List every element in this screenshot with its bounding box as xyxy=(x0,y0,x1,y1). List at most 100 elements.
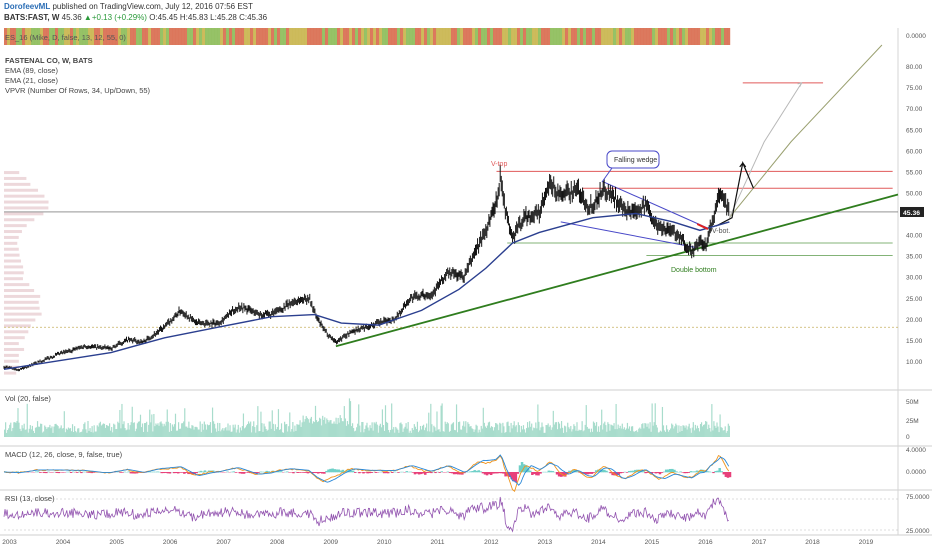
volume-bar xyxy=(409,430,411,437)
volume-bar xyxy=(101,424,104,437)
macd-legend[interactable]: MACD (12, 26, close, 9, false, true) xyxy=(5,450,123,459)
volume-bar xyxy=(153,413,155,437)
volume-bar xyxy=(113,423,115,437)
es-strip-cell xyxy=(607,28,611,45)
volume-bar xyxy=(97,426,99,437)
volume-bar xyxy=(244,427,247,437)
volume-bar xyxy=(383,430,386,437)
macd-hist-bar xyxy=(277,471,281,473)
volume-bar xyxy=(674,426,676,437)
macd-hist-bar xyxy=(537,472,540,476)
volume-bar xyxy=(576,422,578,437)
volume-bar xyxy=(82,429,84,437)
volume-bar xyxy=(496,423,498,437)
volume-bar xyxy=(385,421,388,437)
volume-bar xyxy=(140,427,143,437)
author-name[interactable]: DorofeevML xyxy=(4,2,51,11)
ema89-legend[interactable]: EMA (89, close) xyxy=(5,66,58,75)
es-strip-cell xyxy=(136,28,140,45)
volume-bar xyxy=(333,421,335,437)
volume-bar xyxy=(541,422,543,437)
volume-bar xyxy=(189,427,191,437)
es-strip-cell xyxy=(721,28,725,45)
es-strip-cell xyxy=(715,28,719,45)
volume-bar xyxy=(402,431,404,437)
volume-bar xyxy=(107,426,110,437)
volume-bar xyxy=(211,407,214,437)
volume-bar xyxy=(467,422,469,437)
volume-bar xyxy=(432,432,434,437)
volume-bar xyxy=(609,430,611,437)
es-strip-cell xyxy=(499,28,503,45)
macd-hist-bar xyxy=(207,470,211,473)
volume-bar xyxy=(8,428,10,437)
macd-hist-bar xyxy=(728,472,732,478)
volume-bar xyxy=(269,421,271,437)
volume-bar xyxy=(367,427,369,437)
volume-bar xyxy=(325,423,327,437)
volume-bar xyxy=(89,428,91,437)
volume-bar xyxy=(619,425,621,437)
vpvr-bar xyxy=(4,265,24,269)
volume-bar xyxy=(494,427,496,437)
volume-bar xyxy=(313,422,316,437)
volume-bar xyxy=(618,428,620,437)
volume-bar xyxy=(312,421,315,437)
es-strip-cell xyxy=(598,28,602,45)
volume-bar xyxy=(231,431,233,437)
volume-bar xyxy=(358,404,360,437)
volume-bar xyxy=(713,421,715,437)
volume-bar xyxy=(522,425,525,437)
es-strip-cell xyxy=(43,28,47,45)
volume-bar xyxy=(588,428,590,437)
macd-hist-bar xyxy=(726,472,730,478)
es-strip-cell xyxy=(679,28,683,45)
macd-hist-bar xyxy=(716,470,719,473)
vpvr-bar xyxy=(4,324,31,328)
vol-legend[interactable]: Vol (20, false) xyxy=(5,394,51,403)
es-study-legend[interactable]: ES_16 (Mike, D, false, 13, 12, 55, 0) xyxy=(5,33,126,42)
es-strip-cell xyxy=(481,28,485,45)
volume-bar xyxy=(95,431,97,437)
macd-hist-bar xyxy=(183,472,186,474)
volume-bar xyxy=(589,432,591,437)
macd-hist-bar xyxy=(415,472,419,474)
macd-hist-bar xyxy=(652,472,656,473)
macd-hist-bar xyxy=(193,472,196,474)
rsi-legend[interactable]: RSI (13, close) xyxy=(5,494,55,503)
volume-bar xyxy=(690,432,692,437)
es-strip-cell xyxy=(160,28,164,45)
macd-hist-bar xyxy=(724,472,728,477)
volume-bar xyxy=(620,428,622,437)
volume-bar xyxy=(368,430,370,437)
es-strip-cell xyxy=(583,28,587,45)
es-strip-cell xyxy=(34,28,38,45)
vpvr-legend[interactable]: VPVR (Number Of Rows, 34, Up/Down, 55) xyxy=(5,86,151,95)
volume-bar xyxy=(701,426,704,437)
volume-bar xyxy=(88,430,90,437)
macd-hist-bar xyxy=(152,471,155,473)
macd-hist-bar xyxy=(679,471,682,473)
price-tick-label: 10.00 xyxy=(906,359,923,366)
macd-hist-bar xyxy=(164,472,168,473)
volume-bar xyxy=(600,425,602,437)
volume-bar xyxy=(35,427,38,437)
macd-hist-bar xyxy=(720,471,724,473)
volume-bar xyxy=(468,423,470,437)
volume-bar xyxy=(319,417,321,437)
macd-hist-bar xyxy=(300,472,303,473)
volume-bar xyxy=(396,428,398,437)
macd-hist-bar xyxy=(699,469,703,473)
volume-bar xyxy=(380,427,382,437)
es-strip-cell xyxy=(661,28,665,45)
volume-bar xyxy=(53,426,55,437)
macd-hist-bar xyxy=(386,472,390,474)
volume-bar xyxy=(501,432,503,437)
volume-bar xyxy=(99,421,101,437)
ema21-legend[interactable]: EMA (21, close) xyxy=(5,76,58,85)
volume-bar xyxy=(652,425,654,437)
volume-bar xyxy=(210,432,213,437)
volume-bar xyxy=(218,431,220,437)
volume-bar xyxy=(679,431,681,437)
es-strip-cell xyxy=(562,28,566,45)
